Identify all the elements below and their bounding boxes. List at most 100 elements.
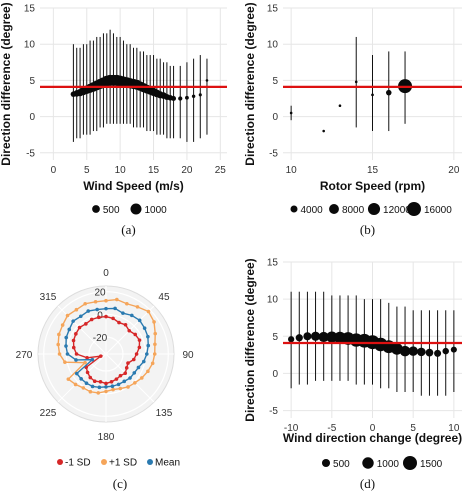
legend-marker: [403, 456, 417, 470]
radar-spoke: [57, 305, 107, 355]
data-point: [354, 80, 358, 84]
radar-point: [104, 298, 108, 303]
radar-point: [141, 359, 146, 364]
radar-point: [110, 384, 115, 389]
radar-point: [135, 305, 140, 309]
data-point: [318, 331, 329, 343]
radar-point: [142, 326, 147, 330]
radar-point: [123, 371, 128, 376]
radar-point: [74, 371, 79, 376]
x-axis-label: Wind direction change (degree): [283, 431, 462, 445]
radar-point: [93, 299, 98, 304]
legend-marker: [329, 204, 339, 214]
legend-marker: [92, 205, 100, 213]
radar-point: [122, 379, 127, 384]
x-tick-label: 10: [115, 165, 127, 176]
radar-point: [71, 345, 76, 350]
x-tick-label: 0: [370, 423, 376, 434]
radar-angle-label: 180: [98, 432, 115, 443]
radar-point: [66, 377, 71, 381]
radar-point: [73, 382, 78, 387]
radar-point: [81, 386, 86, 390]
radar-point: [128, 376, 132, 380]
data-point: [338, 104, 342, 108]
radar-point: [95, 307, 99, 312]
radar-point: [153, 342, 157, 347]
x-tick-label: -10: [284, 423, 299, 434]
radar-point: [67, 327, 72, 332]
radar-point: [74, 307, 79, 312]
panel-c: 0 45 90 135 180 225 270 315 20 0 -20 -1 SD +1 SD Mean…: [16, 268, 194, 491]
radar-point: [84, 381, 89, 386]
radar-point: [83, 360, 87, 365]
y-tick-label: 10: [267, 295, 279, 306]
radar-point: [153, 331, 158, 336]
y-tick-label: 15: [267, 4, 279, 15]
data-point: [185, 95, 189, 100]
y-tick-label: 0: [29, 112, 35, 123]
radar-point: [125, 301, 129, 306]
data-point: [288, 336, 295, 343]
y-tick-label: 10: [267, 40, 279, 51]
radar-point: [115, 297, 119, 302]
legend-marker: [290, 205, 298, 213]
legend-label: 1500: [420, 459, 443, 470]
radar-angle-label: 135: [156, 408, 173, 419]
radar-point: [85, 355, 89, 360]
x-tick-label: 25: [215, 165, 227, 176]
radar-point: [60, 323, 65, 327]
legend-label: 500: [103, 205, 120, 216]
radar-point: [57, 352, 62, 356]
y-tick-label: 0: [272, 369, 278, 380]
radar-point: [130, 313, 134, 318]
data-point: [434, 349, 442, 357]
y-tick-label: 5: [272, 332, 278, 343]
radar-point: [134, 352, 139, 356]
radar-point: [104, 381, 108, 386]
radar-point: [104, 314, 108, 319]
radar-point: [137, 345, 142, 350]
radar-point: [126, 361, 130, 365]
x-tick-label: 5: [410, 423, 416, 434]
x-tick-label: 15: [367, 165, 379, 176]
y-tick-label: -5: [26, 148, 35, 159]
radar-point: [90, 384, 95, 389]
radar-point: [96, 391, 101, 395]
radar-radial-label: -20: [93, 333, 108, 344]
x-axis-label: Rotor Speed (rpm): [320, 179, 425, 193]
x-axis-label: Wind Speed (m/s): [83, 179, 184, 193]
radar-point: [74, 358, 78, 362]
radar-point: [56, 342, 61, 347]
radar-point: [117, 320, 121, 325]
legend-marker: [101, 459, 107, 465]
data-point: [386, 89, 392, 96]
radar-point: [133, 381, 137, 385]
y-axis-label: Direction difference (degree): [243, 2, 257, 165]
radar-point: [150, 361, 155, 366]
data-point: [205, 79, 209, 82]
radar-point: [65, 313, 70, 318]
legend-label: 8000: [342, 205, 365, 216]
x-tick-label: 20: [181, 165, 193, 176]
radar-point: [152, 352, 157, 356]
radar-point: [84, 322, 88, 326]
radar-point: [98, 379, 103, 384]
radar-point: [65, 352, 70, 356]
y-tick-label: 5: [29, 76, 35, 87]
radar-point: [104, 385, 108, 389]
radar-angle-label: 315: [40, 292, 57, 303]
x-tick-label: 15: [148, 165, 160, 176]
radar-point: [64, 344, 68, 348]
radar-point: [118, 373, 123, 378]
data-point: [178, 96, 183, 101]
radar-point: [83, 301, 87, 306]
radar-point: [90, 357, 95, 362]
radar-point: [92, 379, 97, 384]
radar-point: [131, 357, 136, 362]
radar-point: [114, 377, 119, 381]
radar-point: [79, 377, 83, 381]
panel-caption: (c): [113, 476, 127, 491]
radar-point: [121, 311, 125, 315]
legend-marker: [367, 202, 381, 216]
